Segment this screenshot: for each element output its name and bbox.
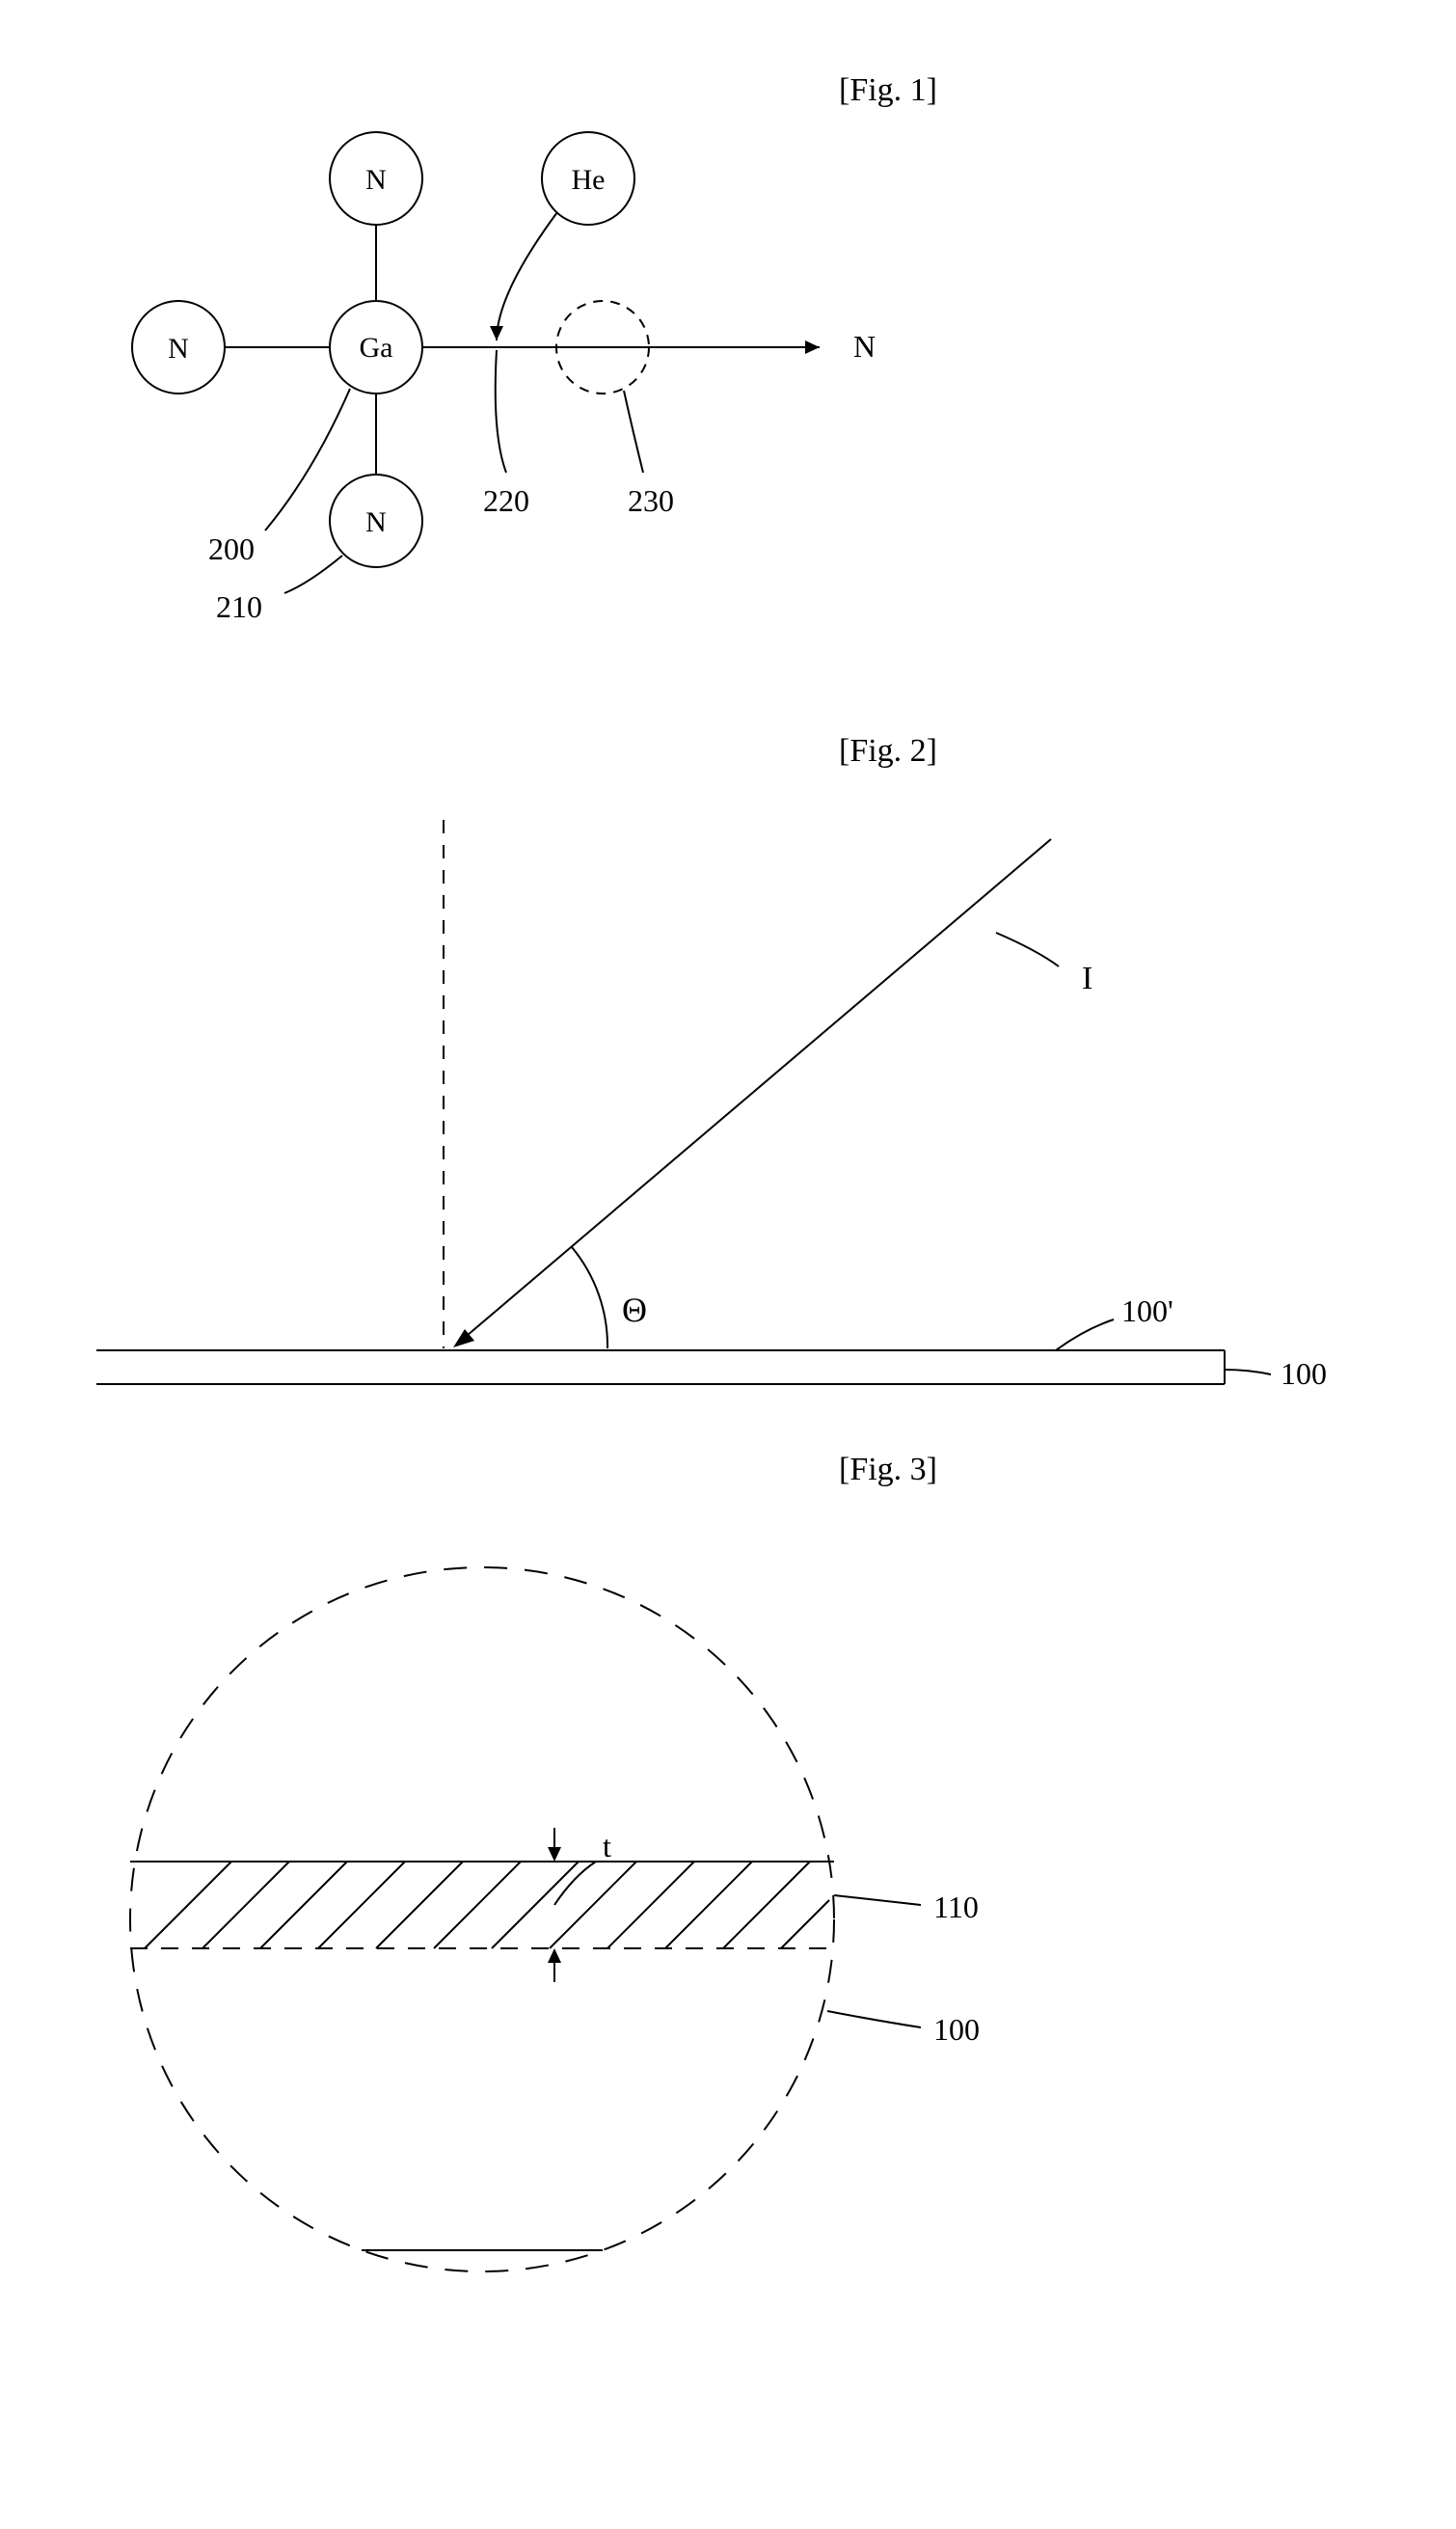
he-arrow-curve: [497, 212, 557, 340]
ref-220: 220: [483, 483, 529, 518]
t-label: t: [603, 1829, 611, 1863]
i-leader: [996, 933, 1059, 966]
t-leader: [554, 1862, 596, 1905]
fig2-diagram: I Θ 100' 100: [96, 801, 1360, 1418]
ref-110: 110: [933, 1890, 979, 1924]
ref-100p-leader: [1056, 1319, 1114, 1350]
ref-200: 200: [208, 531, 255, 566]
theta-label: Θ: [622, 1291, 647, 1329]
ref-100: 100: [1281, 1356, 1327, 1391]
ref-110-leader: [834, 1895, 921, 1905]
ref-100p: 100': [1121, 1293, 1173, 1328]
fig2-label: [Fig. 2]: [839, 733, 937, 770]
fig1-diagram: Ga N N N He N 200 210 220 230: [96, 106, 964, 704]
n-arrow-label: N: [853, 329, 876, 364]
ga-label: Ga: [360, 332, 393, 364]
fig1-label: [Fig. 1]: [839, 72, 937, 109]
t-arrow-top-head: [548, 1847, 561, 1862]
ref-100-fig3: 100: [933, 2012, 980, 2047]
ref-100-leader-fig3: [827, 2011, 921, 2027]
he-label: He: [572, 164, 606, 196]
n-top-label: N: [365, 164, 387, 196]
t-arrow-bot-head: [548, 1948, 561, 1963]
ref-210: 210: [216, 589, 262, 624]
n-left-label: N: [168, 333, 189, 365]
page-container: [Fig. 1] Ga N N N He N 200 210 2: [96, 58, 1360, 2471]
ion-line: [461, 839, 1051, 1341]
i-label: I: [1082, 961, 1092, 996]
ref-230-leader: [624, 391, 643, 473]
ref-210-leader: [284, 556, 342, 593]
ref-100-leader: [1225, 1370, 1271, 1374]
theta-arc: [572, 1247, 607, 1348]
arrow-right-head: [805, 340, 820, 354]
fig3-diagram: t 110 100: [96, 1548, 1109, 2320]
he-arrow-head: [490, 326, 503, 340]
ref-220-leader: [496, 350, 506, 473]
magnify-circle: [130, 1567, 834, 2271]
hatch-lines: [145, 1862, 829, 1948]
fig3-label: [Fig. 3]: [839, 1452, 937, 1488]
ref-230: 230: [628, 483, 674, 518]
n-bottom-label: N: [365, 506, 387, 538]
